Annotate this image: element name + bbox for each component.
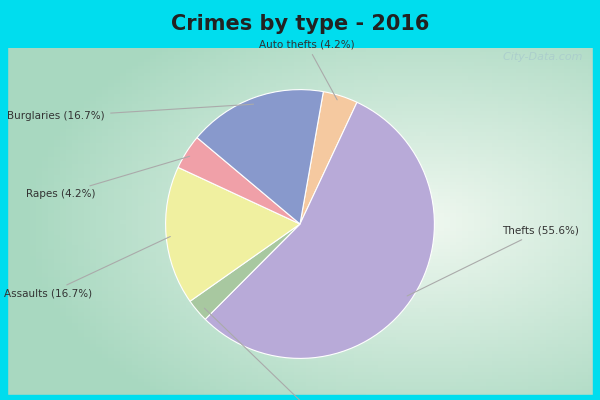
Bar xyxy=(0,0,600,48)
Text: City-Data.com: City-Data.com xyxy=(496,52,582,62)
Text: Auto thefts (4.2%): Auto thefts (4.2%) xyxy=(259,39,355,100)
Wedge shape xyxy=(190,224,300,319)
Text: Thefts (55.6%): Thefts (55.6%) xyxy=(407,226,578,296)
Text: Rapes (4.2%): Rapes (4.2%) xyxy=(26,156,190,200)
Text: Burglaries (16.7%): Burglaries (16.7%) xyxy=(7,104,254,122)
Text: Assaults (16.7%): Assaults (16.7%) xyxy=(4,236,170,299)
Wedge shape xyxy=(197,90,323,224)
Bar xyxy=(0,0,7,400)
Wedge shape xyxy=(166,167,300,301)
Wedge shape xyxy=(205,102,434,358)
Text: Arson (2.8%): Arson (2.8%) xyxy=(205,308,358,400)
Wedge shape xyxy=(178,138,300,224)
Bar xyxy=(0,395,600,400)
Bar xyxy=(593,0,600,400)
Wedge shape xyxy=(300,92,357,224)
Text: Crimes by type - 2016: Crimes by type - 2016 xyxy=(171,14,429,34)
